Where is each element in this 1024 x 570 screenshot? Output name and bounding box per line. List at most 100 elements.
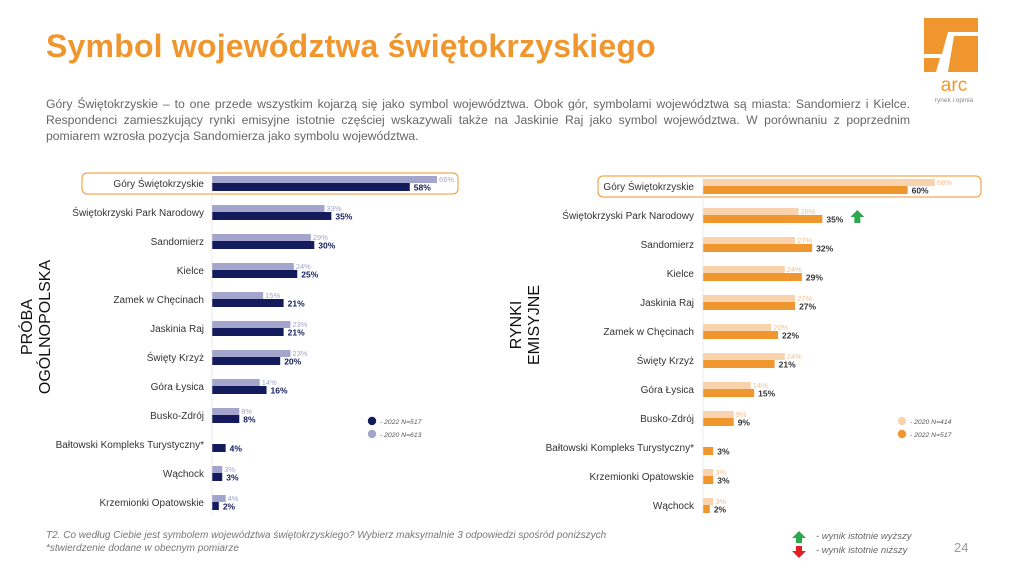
legend-label: - 2022 N=517 (380, 419, 422, 426)
value-label-2022: 3% (717, 447, 730, 457)
footnotes: T2. Co według Ciebie jest symbolem wojew… (46, 530, 606, 555)
value-label-2020: 23% (292, 349, 307, 358)
value-label-2020: 33% (327, 204, 342, 213)
category-label: Busko-Zdrój (640, 414, 694, 425)
bar-2022 (703, 447, 714, 455)
bar-2022 (212, 212, 332, 220)
value-label-2022: 58% (414, 183, 431, 193)
bar-2022 (212, 473, 223, 481)
bar-2020 (212, 292, 264, 299)
value-label-2020: 3% (715, 497, 726, 506)
bar-2020 (212, 495, 226, 502)
legend-label: - 2022 N=517 (910, 432, 952, 439)
bar-2022 (703, 360, 775, 368)
category-label: Świętokrzyski Park Narodowy (72, 206, 204, 219)
significance-up-arrow-icon (850, 210, 865, 223)
value-label-2022: 21% (288, 328, 305, 338)
value-label-2020: 27% (797, 236, 812, 245)
bar-2020 (212, 466, 223, 473)
bar-2020 (703, 266, 785, 273)
bar-2022 (703, 215, 823, 223)
category-label: Bałtowski Kompleks Turystyczny* (546, 443, 694, 454)
legend-swatch (897, 429, 907, 439)
value-label-2020: 28% (800, 207, 815, 216)
bar-2022 (703, 505, 710, 513)
category-label: Zamek w Chęcinach (603, 327, 694, 338)
group-label: PRÓBA OGÓLNOPOLSKA (17, 260, 54, 395)
bar-2022 (212, 415, 240, 423)
value-label-2020: 4% (228, 494, 239, 503)
value-label-2022: 27% (799, 302, 816, 312)
value-label-2022: 15% (758, 389, 775, 399)
page-number: 24 (954, 540, 969, 555)
bar-2022 (703, 331, 779, 339)
bar-2022 (212, 328, 284, 336)
legend-swatch (367, 429, 377, 439)
category-label: Kielce (667, 269, 695, 280)
category-label: Kielce (177, 266, 205, 277)
bar-2020 (703, 237, 796, 244)
category-label: Święty Krzyż (147, 351, 204, 364)
bar-2020 (703, 295, 796, 302)
group-label: RYNKI EMISYJNE (508, 285, 543, 365)
value-label-2022: 35% (826, 215, 843, 225)
category-label: Krzemionki Opatowskie (590, 472, 695, 483)
category-label: Sandomierz (641, 240, 694, 251)
value-label-2020: 66% (439, 175, 454, 184)
chart-2: RYNKI EMISYJNE Góry Świętokrzyskie 68% 60% Św… (508, 174, 982, 517)
bar-2022 (212, 183, 410, 191)
bar-2020 (212, 321, 291, 328)
category-label: Busko-Zdrój (150, 411, 204, 422)
sig-down-legend: - wynik istotnie niższy (816, 545, 908, 556)
bar-2020 (212, 379, 260, 386)
category-label: Wąchock (653, 501, 695, 512)
question-footnote: T2. Co według Ciebie jest symbolem wojew… (46, 530, 607, 541)
bar-2022 (703, 273, 802, 281)
bar-2022 (703, 389, 755, 397)
page-title: Symbol województwa świętokrzyskiego (46, 28, 656, 64)
value-label-2020: 3% (715, 468, 726, 477)
highlight-box (597, 175, 982, 198)
category-label: Świętokrzyski Park Narodowy (562, 209, 694, 222)
category-label: Zamek w Chęcinach (113, 295, 204, 306)
category-label: Święty Krzyż (637, 354, 694, 367)
bar-2020 (703, 411, 734, 418)
bar-2022 (703, 186, 908, 194)
value-label-2020: 9% (736, 410, 747, 419)
value-label-2022: 35% (335, 212, 352, 222)
value-label-2020: 29% (313, 233, 328, 242)
highlight-box (81, 172, 459, 195)
category-label: Góry Świętokrzyskie (603, 180, 694, 193)
value-label-2020: 14% (262, 378, 277, 387)
value-label-2022: 20% (284, 357, 301, 367)
group-label-line-1: RYNKI (508, 301, 525, 350)
value-label-2020: 20% (773, 323, 788, 332)
intro-paragraph: Góry Świętokrzyskie – to one przede wszy… (46, 97, 910, 143)
value-label-2020: 27% (797, 294, 812, 303)
logo-text: arc (941, 75, 967, 96)
bar-2020 (212, 263, 294, 270)
value-label-2022: 9% (738, 418, 751, 428)
value-label-2022: 4% (230, 444, 243, 454)
bar-2022 (703, 476, 714, 484)
bar-2020 (703, 382, 751, 389)
value-label-2022: 8% (243, 415, 256, 425)
arrow-up-icon (792, 531, 806, 543)
value-label-2022: 25% (301, 270, 318, 280)
value-label-2020: 3% (224, 465, 235, 474)
category-label: Wąchock (163, 469, 205, 480)
sig-up-legend: - wynik istotnie wyższy (816, 531, 912, 542)
value-label-2020: 68% (937, 178, 952, 187)
legend-swatch (897, 416, 907, 426)
group-label-line-1: PRÓBA (17, 299, 36, 355)
value-label-2020: 8% (241, 407, 252, 416)
bar-2022 (212, 299, 284, 307)
arc-logo: arc rynek i opinia (924, 18, 978, 104)
value-label-2022: 21% (779, 360, 796, 370)
bar-2022 (703, 244, 813, 252)
value-label-2022: 16% (271, 386, 288, 396)
category-label: Jaskinia Raj (640, 298, 694, 309)
value-label-2022: 2% (714, 505, 727, 515)
chart-1: PRÓBA OGÓLNOPOLSKA Góry Świętokrzyskie 66% 5… (17, 171, 459, 514)
